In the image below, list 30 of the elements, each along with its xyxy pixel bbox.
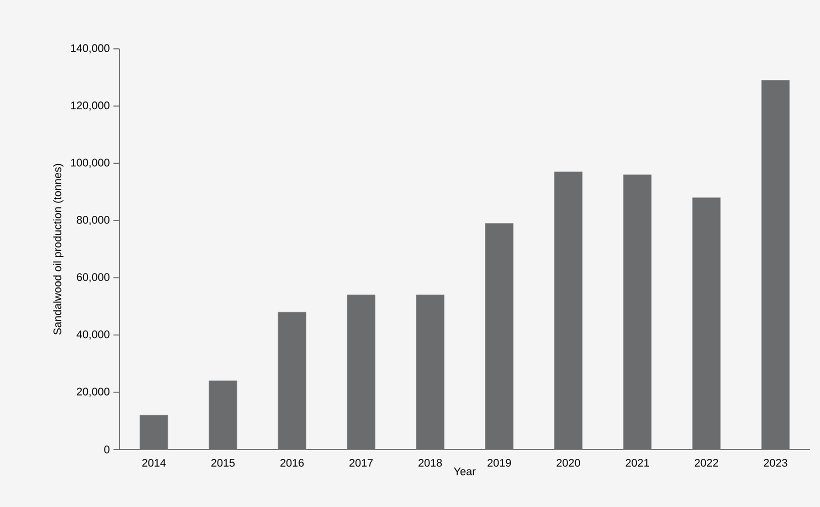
bar: [623, 174, 652, 450]
y-tick-label: 120,000: [71, 101, 110, 110]
bar: [554, 172, 582, 450]
x-tick-label: 2021: [626, 458, 650, 467]
x-tick-label: 2016: [280, 458, 304, 467]
x-tick-label: 2019: [488, 458, 511, 467]
y-tick-label: 60,000: [76, 273, 110, 282]
bar: [416, 294, 444, 450]
x-tick-label: 2015: [211, 458, 235, 467]
x-tick-label: 2022: [694, 458, 718, 467]
bar: [761, 80, 790, 450]
x-tick-label: 2020: [556, 458, 580, 467]
y-tick-label: 140,000: [71, 44, 110, 54]
bar: [208, 380, 238, 450]
bar: [485, 223, 514, 450]
y-tick-label: 0: [104, 445, 110, 454]
bar: [692, 197, 721, 450]
bar: [346, 294, 376, 450]
y-tick-label: 20,000: [76, 388, 110, 397]
y-tick-label: 40,000: [76, 330, 110, 340]
bar: [278, 312, 306, 450]
x-tick-label: 2017: [349, 458, 373, 467]
bar: [140, 414, 168, 450]
y-tick-label: 80,000: [76, 216, 110, 225]
y-tick-label: 100,000: [71, 158, 110, 168]
x-tick-label: 2023: [764, 458, 788, 467]
x-axis-title: Year: [454, 467, 476, 476]
x-tick-label: 2014: [142, 458, 166, 467]
y-axis-title: Sandalwood oil production (tonnes): [53, 164, 64, 334]
x-tick-label: 2018: [418, 458, 442, 467]
